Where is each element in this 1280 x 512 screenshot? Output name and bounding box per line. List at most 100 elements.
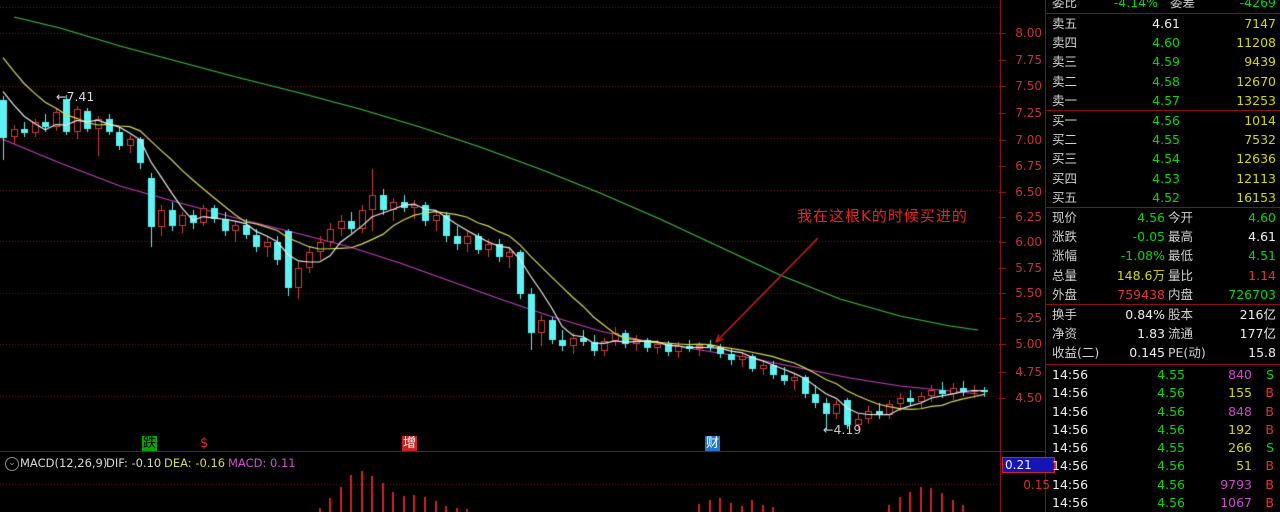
- trade-side: B: [1265, 458, 1274, 474]
- bid-row-price: 4.52: [1152, 189, 1180, 205]
- trade-time: 14:56: [1052, 476, 1089, 492]
- axis-border-line: [1000, 0, 1001, 512]
- stat-value: -0.05: [1132, 229, 1165, 245]
- stat-label: 涨幅: [1052, 248, 1078, 264]
- trade-row[interactable]: 14:56 4.56 155 B: [1046, 384, 1280, 402]
- trade-row[interactable]: 14:56 4.56 848 B: [1046, 403, 1280, 421]
- bid-row-label: 买五: [1052, 189, 1078, 205]
- stat-label: 量比: [1168, 267, 1194, 283]
- weibi-label: 委比: [1052, 0, 1078, 10]
- collapse-chevron-icon[interactable]: ⌄: [5, 457, 19, 471]
- y-axis-label: 4.50: [1015, 391, 1042, 405]
- stat-label: 涨跌: [1052, 229, 1078, 245]
- ask-row-label: 卖四: [1052, 35, 1078, 51]
- ask-row[interactable]: 卖二 4.58 12670: [1046, 72, 1280, 91]
- badge-zeng[interactable]: 增: [402, 436, 418, 451]
- trade-price: 4.55: [1157, 367, 1185, 382]
- stat-label: 今开: [1168, 210, 1194, 225]
- ask-row-label: 卖五: [1052, 16, 1078, 31]
- ask-row-volume: 7147: [1244, 16, 1276, 31]
- stat-label: 外盘: [1052, 286, 1078, 302]
- ask-row[interactable]: 卖五 4.61 7147: [1046, 14, 1280, 33]
- trade-time: 14:56: [1052, 367, 1089, 382]
- bid-row-price: 4.55: [1152, 132, 1180, 148]
- kline-chart-canvas[interactable]: [0, 0, 1045, 512]
- stat-value: 4.61: [1248, 229, 1276, 245]
- ask-row-price: 4.57: [1152, 92, 1180, 108]
- y-axis-label: 7.50: [1015, 79, 1042, 93]
- y-axis-label: 4.75: [1015, 365, 1042, 379]
- ask-row-label: 卖二: [1052, 73, 1078, 89]
- trade-row[interactable]: 14:56 4.55 266 S: [1046, 439, 1280, 457]
- stat-value: 15.8: [1248, 345, 1276, 361]
- macd-dif-value: DIF: -0.10: [106, 456, 162, 470]
- stat-label: 换手: [1052, 307, 1078, 322]
- badge-dollar[interactable]: $: [200, 436, 209, 451]
- trade-row[interactable]: 14:56 4.56 51 B: [1046, 457, 1280, 475]
- bid-row-label: 买二: [1052, 132, 1078, 148]
- stat-label: PE(动): [1168, 345, 1206, 361]
- stat-value: 4.60: [1248, 210, 1276, 225]
- trade-price: 4.55: [1157, 440, 1185, 456]
- ask-row[interactable]: 卖三 4.59 9439: [1046, 52, 1280, 71]
- stat-value: 759438: [1117, 286, 1165, 302]
- ask-row-volume: 11208: [1236, 35, 1276, 51]
- stat-row: 涨幅 -1.08% 最低 4.51: [1046, 246, 1280, 265]
- bid-row[interactable]: 买三 4.54 12636: [1046, 149, 1280, 168]
- stat-row: 现价 4.56 今开 4.60: [1046, 208, 1280, 227]
- trade-volume: 1067: [1220, 495, 1252, 511]
- trade-side: S: [1266, 367, 1274, 382]
- stat-value: 0.145: [1129, 345, 1165, 361]
- divider: [1046, 207, 1280, 208]
- quote-stats: 现价 4.56 今开 4.60 涨跌 -0.05 最高 4.61 涨幅 -1.08% 最低 4.51 总…: [1046, 208, 1280, 304]
- trade-row[interactable]: 14:56 4.56 9793 B: [1046, 476, 1280, 494]
- y-axis-label: 5.00: [1015, 337, 1042, 351]
- y-axis-label: 6.00: [1015, 235, 1042, 249]
- trade-side: B: [1265, 385, 1274, 401]
- trade-price: 4.56: [1157, 421, 1185, 437]
- trade-price: 4.56: [1157, 385, 1185, 401]
- stat-value: 4.56: [1137, 210, 1165, 225]
- trade-volume: 51: [1236, 458, 1252, 474]
- y-axis-label: 5.25: [1015, 311, 1042, 325]
- bid-row[interactable]: 买五 4.52 16153: [1046, 188, 1280, 207]
- trade-time: 14:56: [1052, 495, 1089, 511]
- ask-row[interactable]: 卖四 4.60 11208: [1046, 33, 1280, 52]
- trade-row[interactable]: 14:56 4.56 1067 B: [1046, 494, 1280, 512]
- bid-row[interactable]: 买一 4.56 1014: [1046, 111, 1280, 130]
- y-axis-label: 8.00: [1015, 26, 1042, 40]
- low-price-annotation: ←4.19: [823, 422, 862, 437]
- stat-row: 净资 1.83 流通 177亿: [1046, 324, 1280, 343]
- y-axis-label: 5.50: [1015, 286, 1042, 300]
- stat-value: 0.84%: [1125, 307, 1165, 322]
- ask-row-price: 4.59: [1152, 54, 1180, 70]
- trade-price: 4.56: [1157, 476, 1185, 492]
- trade-row[interactable]: 14:56 4.56 192 B: [1046, 421, 1280, 439]
- bid-row-label: 买一: [1052, 113, 1078, 128]
- trade-price: 4.56: [1157, 403, 1185, 419]
- stat-label: 股本: [1168, 307, 1194, 322]
- ask-row-volume: 9439: [1244, 54, 1276, 70]
- ask-row[interactable]: 卖一 4.57 13253: [1046, 91, 1280, 110]
- bid-row-volume: 7532: [1244, 132, 1276, 148]
- bid-row-price: 4.54: [1152, 151, 1180, 167]
- ask-ladder: 卖五 4.61 7147 卖四 4.60 11208 卖三 4.59 9439 卖二 4.58 126…: [1046, 14, 1280, 110]
- stat-value: 216亿: [1239, 307, 1276, 322]
- trade-volume: 192: [1228, 421, 1252, 437]
- trade-volume: 848: [1228, 403, 1252, 419]
- stat-row: 换手 0.84% 股本 216亿: [1046, 305, 1280, 324]
- ask-row-volume: 13253: [1236, 92, 1276, 108]
- badge-cai[interactable]: 财: [705, 436, 721, 451]
- badge-die[interactable]: 跌: [142, 436, 158, 451]
- bid-row[interactable]: 买二 4.55 7532: [1046, 130, 1280, 149]
- trade-volume: 155: [1228, 385, 1252, 401]
- weicha-value: -4269: [1239, 0, 1276, 10]
- bid-row-volume: 16153: [1236, 189, 1276, 205]
- bid-row-price: 4.56: [1152, 113, 1180, 128]
- trade-time: 14:56: [1052, 440, 1089, 456]
- bid-row[interactable]: 买四 4.53 12113: [1046, 169, 1280, 188]
- trade-row[interactable]: 14:56 4.55 840 S: [1046, 366, 1280, 384]
- y-axis-label: 7.75: [1015, 53, 1042, 67]
- trade-time: 14:56: [1052, 458, 1089, 474]
